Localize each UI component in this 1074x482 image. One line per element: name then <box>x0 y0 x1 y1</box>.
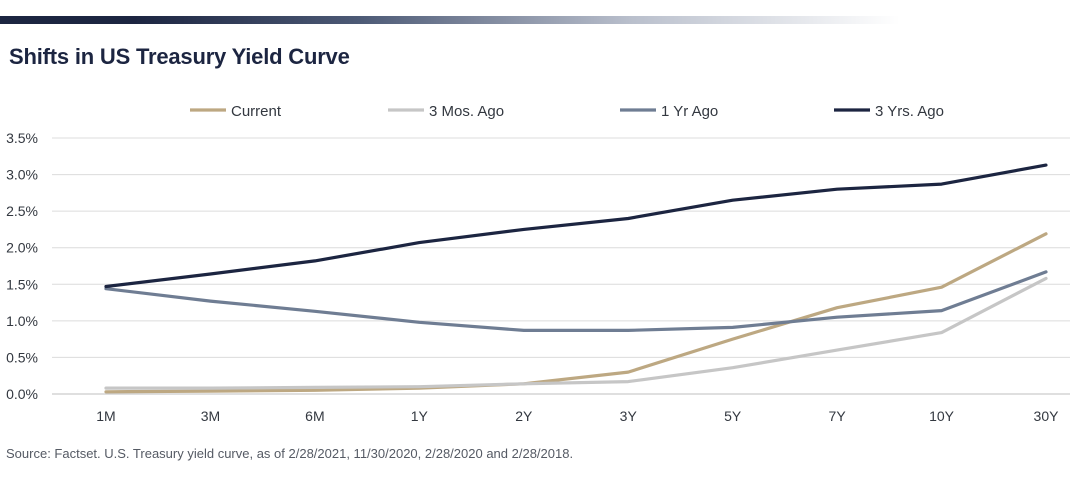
legend: Current 3 Mos. Ago 1 Yr Ago 3 Yrs. Ago <box>190 103 944 120</box>
y-tick-label: 0.5% <box>6 349 38 365</box>
x-tick-label: 10Y <box>929 408 955 424</box>
legend-label: 3 Yrs. Ago <box>875 103 944 120</box>
chart-title: Shifts in US Treasury Yield Curve <box>9 44 350 69</box>
y-tick-label: 1.5% <box>6 276 38 292</box>
x-axis-ticks: 1M 3M 6M 1Y 2Y 3Y 5Y 7Y 10Y 30Y <box>96 408 1059 424</box>
header-accent-bar <box>0 16 900 24</box>
series-lines <box>104 163 1048 394</box>
x-tick-label: 30Y <box>1034 408 1060 424</box>
legend-label: Current <box>231 103 282 120</box>
x-tick-label: 7Y <box>829 408 847 424</box>
x-tick-label: 3M <box>201 408 220 424</box>
x-tick-label: 3Y <box>620 408 638 424</box>
source-note: Source: Factset. U.S. Treasury yield cur… <box>6 446 574 461</box>
x-tick-label: 2Y <box>515 408 533 424</box>
y-tick-label: 3.5% <box>6 130 38 146</box>
y-axis-ticks: 0.0% 0.5% 1.0% 1.5% 2.0% 2.5% 3.0% 3.5% <box>6 130 38 402</box>
series-line-3-mos-ago <box>104 276 1048 390</box>
y-tick-label: 2.5% <box>6 203 38 219</box>
x-tick-label: 5Y <box>724 408 742 424</box>
series-line-3-yrs-ago <box>104 163 1048 289</box>
y-tick-label: 1.0% <box>6 313 38 329</box>
x-tick-label: 1Y <box>411 408 429 424</box>
series-line-1-yr-ago <box>104 270 1048 332</box>
x-tick-label: 1M <box>96 408 115 424</box>
legend-label: 1 Yr Ago <box>661 103 718 120</box>
series-line-current <box>104 232 1048 394</box>
y-tick-label: 2.0% <box>6 240 38 256</box>
gridlines <box>52 137 1070 395</box>
legend-label: 3 Mos. Ago <box>429 103 504 120</box>
x-tick-label: 6M <box>305 408 324 424</box>
y-tick-label: 0.0% <box>6 386 38 402</box>
y-tick-label: 3.0% <box>6 167 38 183</box>
